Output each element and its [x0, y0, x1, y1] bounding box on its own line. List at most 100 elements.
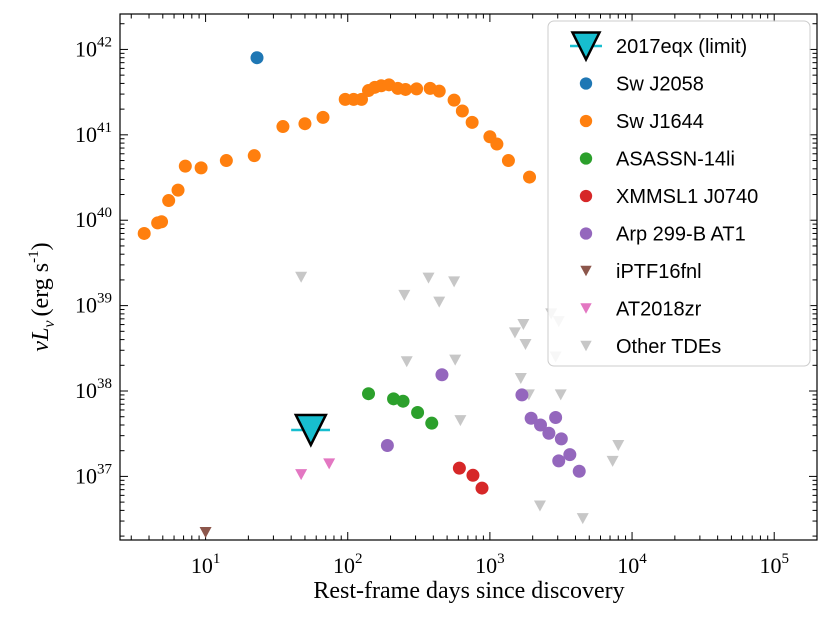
- data-point-arp299: [552, 454, 566, 468]
- data-point-xmmsl1: [475, 481, 489, 495]
- y-axis-label-nu: ν: [28, 341, 54, 352]
- series-swj1644: [137, 78, 537, 240]
- data-point-other: [514, 373, 527, 385]
- data-point-other: [422, 272, 435, 284]
- legend-item-at2018zr: AT2018zr: [580, 299, 702, 321]
- data-point-arp299: [534, 418, 548, 432]
- data-point-arp299: [572, 464, 586, 478]
- data-point-other: [448, 276, 461, 288]
- y-tick-label: 1042: [75, 34, 112, 61]
- data-point-swj1644: [447, 93, 461, 107]
- y-tick-label-base: 10: [75, 36, 97, 61]
- data-point-swj1644: [465, 115, 479, 129]
- x-tick-label-exponent: 2: [355, 551, 363, 567]
- data-point-arp299: [524, 411, 538, 425]
- y-axis-label-exponent: -1: [26, 250, 42, 263]
- x-tick-label-exponent: 1: [213, 551, 221, 567]
- legend-label-swj2058: Sw J2058: [616, 74, 704, 96]
- legend-item-swj2058: Sw J2058: [579, 74, 704, 96]
- series-iptf16fnl: [199, 527, 212, 539]
- data-point-swj1644: [162, 194, 176, 208]
- data-point-arp299: [554, 432, 568, 446]
- data-point-arp299: [542, 426, 556, 440]
- data-point-swj1644: [298, 117, 312, 131]
- y-tick-label-exponent: 39: [97, 291, 112, 307]
- data-point-swj1644: [355, 92, 369, 106]
- data-point-swj1644: [523, 170, 537, 184]
- data-point-swj1644: [219, 154, 233, 168]
- x-tick-label-base: 10: [475, 553, 497, 578]
- data-point-swj1644: [137, 226, 151, 240]
- data-point-other: [508, 327, 521, 339]
- legend-item-2017eqx: 2017eqx (limit): [570, 31, 747, 63]
- series-arp299: [380, 368, 586, 478]
- data-point-swj2058: [250, 51, 264, 65]
- y-tick-label-exponent: 37: [97, 461, 113, 477]
- series-at2018zr: [295, 458, 336, 481]
- axis-ticks: [120, 14, 818, 540]
- data-point-other: [533, 500, 546, 512]
- data-point-asassn14li: [396, 394, 410, 408]
- legend-label-xmmsl1: XMMSL1 J0740: [616, 186, 758, 208]
- data-point-2017eqx: [293, 413, 328, 448]
- legend-marker-2017eqx: [570, 31, 602, 63]
- legend-label-asassn14li: ASASSN-14li: [616, 149, 735, 171]
- legend-marker-other: [580, 340, 592, 352]
- legend: 2017eqx (limit) Sw J2058 Sw J1644 ASASSN-14…: [547, 20, 811, 367]
- data-point-swj1644: [399, 82, 413, 96]
- data-point-xmmsl1: [452, 461, 466, 475]
- data-point-arp299: [563, 448, 577, 462]
- data-point-iptf16fnl: [199, 527, 212, 539]
- data-point-other: [400, 356, 413, 368]
- legend-label-other: Other TDEs: [616, 336, 721, 358]
- x-tick-label: 104: [617, 551, 647, 578]
- legend-marker-at2018zr: [580, 303, 592, 314]
- x-tick-label-base: 10: [333, 553, 355, 578]
- data-point-swj1644: [316, 110, 330, 124]
- data-point-swj1644: [178, 159, 192, 173]
- legend-item-swj1644: Sw J1644: [579, 111, 704, 133]
- data-point-other: [454, 415, 467, 427]
- y-tick-label: 1041: [75, 120, 112, 147]
- data-point-asassn14li: [425, 416, 439, 430]
- legend-marker-swj2058: [579, 77, 593, 90]
- data-point-swj1644: [194, 161, 208, 175]
- y-tick-label-base: 10: [75, 293, 97, 318]
- legend-label-2017eqx: 2017eqx (limit): [616, 36, 747, 58]
- series-2017eqx: [291, 413, 330, 448]
- y-tick-label-base: 10: [75, 122, 97, 147]
- data-point-arp299: [549, 410, 563, 424]
- x-tick-label-base: 10: [617, 553, 639, 578]
- y-axis-label-subscript: ν: [41, 320, 58, 328]
- legend-label-at2018zr: AT2018zr: [616, 299, 702, 321]
- data-point-swj1644: [501, 154, 515, 168]
- x-tick-label: 105: [759, 551, 789, 578]
- y-tick-label-exponent: 40: [97, 205, 112, 221]
- data-point-asassn14li: [362, 387, 376, 401]
- series-swj2058: [250, 51, 264, 65]
- legend-marker-asassn14li: [579, 152, 593, 165]
- x-tick-label-base: 10: [759, 553, 781, 578]
- x-tick-label-exponent: 4: [639, 551, 647, 567]
- data-point-other: [576, 513, 589, 525]
- y-tick-label-base: 10: [75, 378, 97, 403]
- series-asassn14li: [362, 387, 439, 430]
- legend-items: 2017eqx (limit) Sw J2058 Sw J1644 ASASSN-14…: [570, 31, 758, 358]
- plot-area: [119, 13, 818, 541]
- x-tick-labels: 101 102 103 104 105: [191, 551, 789, 578]
- data-point-other: [295, 271, 308, 283]
- x-tick-label: 102: [333, 551, 363, 578]
- data-point-asassn14li: [411, 406, 425, 420]
- data-point-at2018zr: [295, 469, 308, 481]
- data-point-other: [449, 354, 462, 366]
- y-axis-label-L: L: [28, 328, 54, 342]
- legend-label-swj1644: Sw J1644: [616, 111, 704, 133]
- x-tick-label: 103: [475, 551, 505, 578]
- y-tick-label-base: 10: [75, 207, 97, 232]
- x-tick-label-exponent: 5: [781, 551, 789, 567]
- legend-marker-swj1644: [579, 114, 593, 128]
- data-point-swj1644: [155, 215, 169, 229]
- data-point-swj1644: [171, 183, 185, 197]
- x-tick-label-exponent: 3: [497, 551, 505, 567]
